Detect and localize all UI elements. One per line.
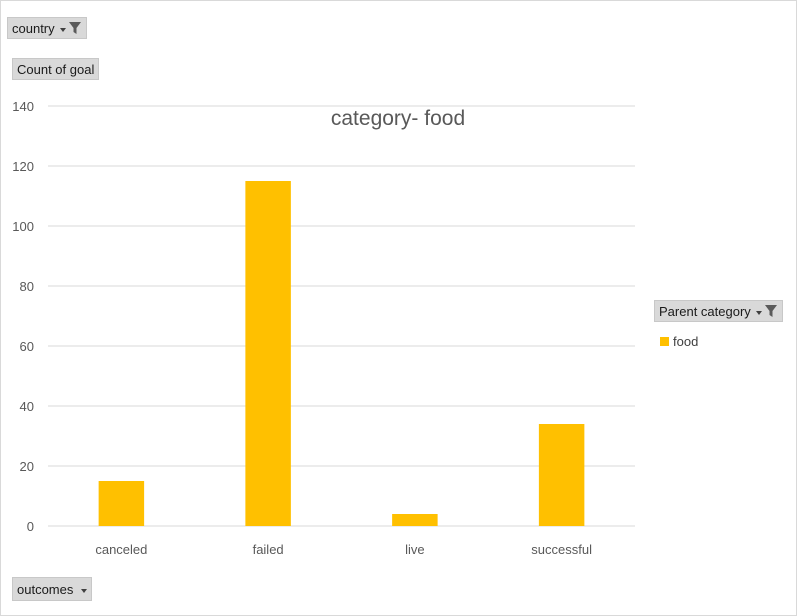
value-field-label: Count of goal bbox=[17, 61, 95, 77]
legend-swatch bbox=[660, 337, 669, 346]
y-axis-ticks: 0 20 40 60 80 100 120 140 bbox=[12, 99, 34, 534]
value-field-button[interactable]: Count of goal bbox=[12, 58, 100, 80]
chevron-down-icon bbox=[755, 311, 762, 315]
y-tick-label: 40 bbox=[20, 399, 34, 414]
outcomes-filter-label: outcomes bbox=[17, 581, 74, 597]
bar-successful[interactable] bbox=[538, 424, 585, 526]
chevron-down-icon bbox=[59, 28, 66, 32]
bar-live[interactable] bbox=[392, 514, 438, 526]
chevron-down-icon bbox=[81, 589, 88, 593]
x-tick-label-successful: successful bbox=[531, 542, 592, 557]
bar-canceled[interactable] bbox=[98, 481, 145, 526]
y-tick-label: 140 bbox=[12, 99, 34, 114]
outcomes-filter-button[interactable]: outcomes bbox=[12, 577, 93, 601]
y-tick-label: 20 bbox=[20, 459, 34, 474]
bars bbox=[98, 181, 585, 526]
gridlines bbox=[48, 105, 635, 527]
legend-field-button[interactable]: Parent category bbox=[654, 300, 783, 322]
legend-item-label: food bbox=[673, 334, 699, 349]
y-tick-label: 0 bbox=[27, 519, 34, 534]
country-filter-label: country bbox=[12, 20, 55, 36]
y-tick-label: 100 bbox=[12, 219, 34, 234]
filter-icon bbox=[764, 305, 777, 317]
bar-failed[interactable] bbox=[245, 181, 291, 526]
country-filter-button[interactable]: country bbox=[7, 17, 87, 39]
y-tick-label: 120 bbox=[12, 159, 34, 174]
x-axis-ticks: canceled failed live successful bbox=[95, 542, 592, 557]
chart-title: category- food bbox=[331, 107, 465, 130]
legend-item-food[interactable]: food bbox=[660, 334, 698, 349]
x-tick-label-live: live bbox=[405, 542, 425, 557]
legend-field-label: Parent category bbox=[659, 303, 751, 319]
y-tick-label: 60 bbox=[20, 339, 34, 354]
y-tick-label: 80 bbox=[20, 279, 34, 294]
x-tick-label-failed: failed bbox=[253, 542, 284, 557]
filter-icon bbox=[68, 22, 81, 34]
x-tick-label-canceled: canceled bbox=[95, 542, 147, 557]
